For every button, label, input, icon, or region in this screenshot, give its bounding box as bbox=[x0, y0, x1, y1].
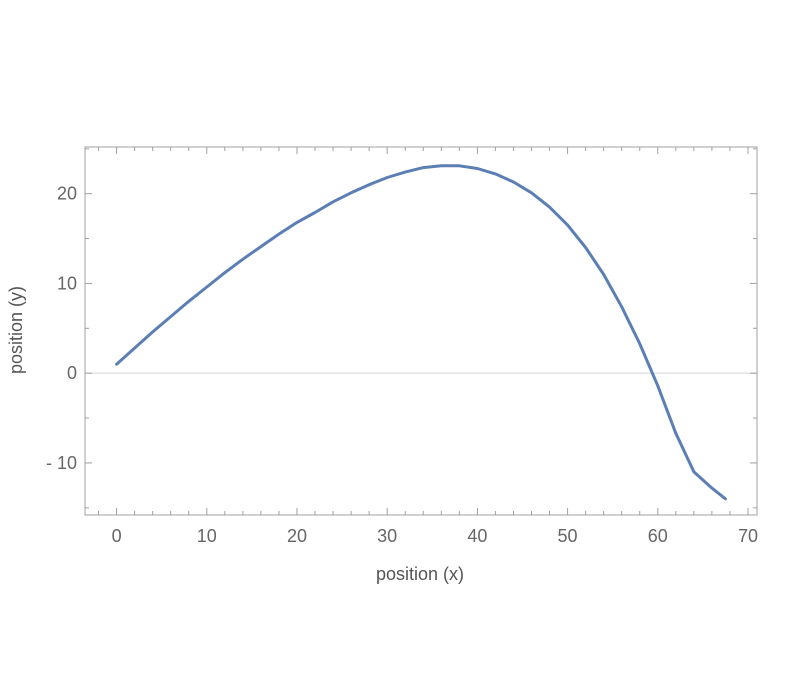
y-tick-label: - 10 bbox=[46, 453, 77, 473]
series-layer bbox=[115, 164, 727, 501]
ticks-layer bbox=[85, 147, 757, 515]
x-tick-label: 20 bbox=[287, 526, 307, 546]
tick-labels-layer: 0 10 20 30 40 50 60 70 - 10 0 10 20 bbox=[46, 184, 758, 546]
x-tick-label: 10 bbox=[197, 526, 217, 546]
x-tick-label: 70 bbox=[738, 526, 758, 546]
plot-border bbox=[84, 146, 758, 516]
y-axis-label: position (y) bbox=[6, 286, 26, 374]
x-tick-label: 60 bbox=[648, 526, 668, 546]
y-tick-label: 10 bbox=[57, 273, 77, 293]
x-axis-label: position (x) bbox=[376, 564, 464, 584]
y-tick-label: 0 bbox=[67, 363, 77, 383]
x-tick-label: 50 bbox=[558, 526, 578, 546]
series-line bbox=[115, 164, 727, 501]
x-tick-label: 0 bbox=[112, 526, 122, 546]
y-tick-label: 20 bbox=[57, 184, 77, 204]
x-tick-label: 30 bbox=[377, 526, 397, 546]
x-tick-label: 40 bbox=[467, 526, 487, 546]
plot-frame bbox=[84, 146, 758, 516]
